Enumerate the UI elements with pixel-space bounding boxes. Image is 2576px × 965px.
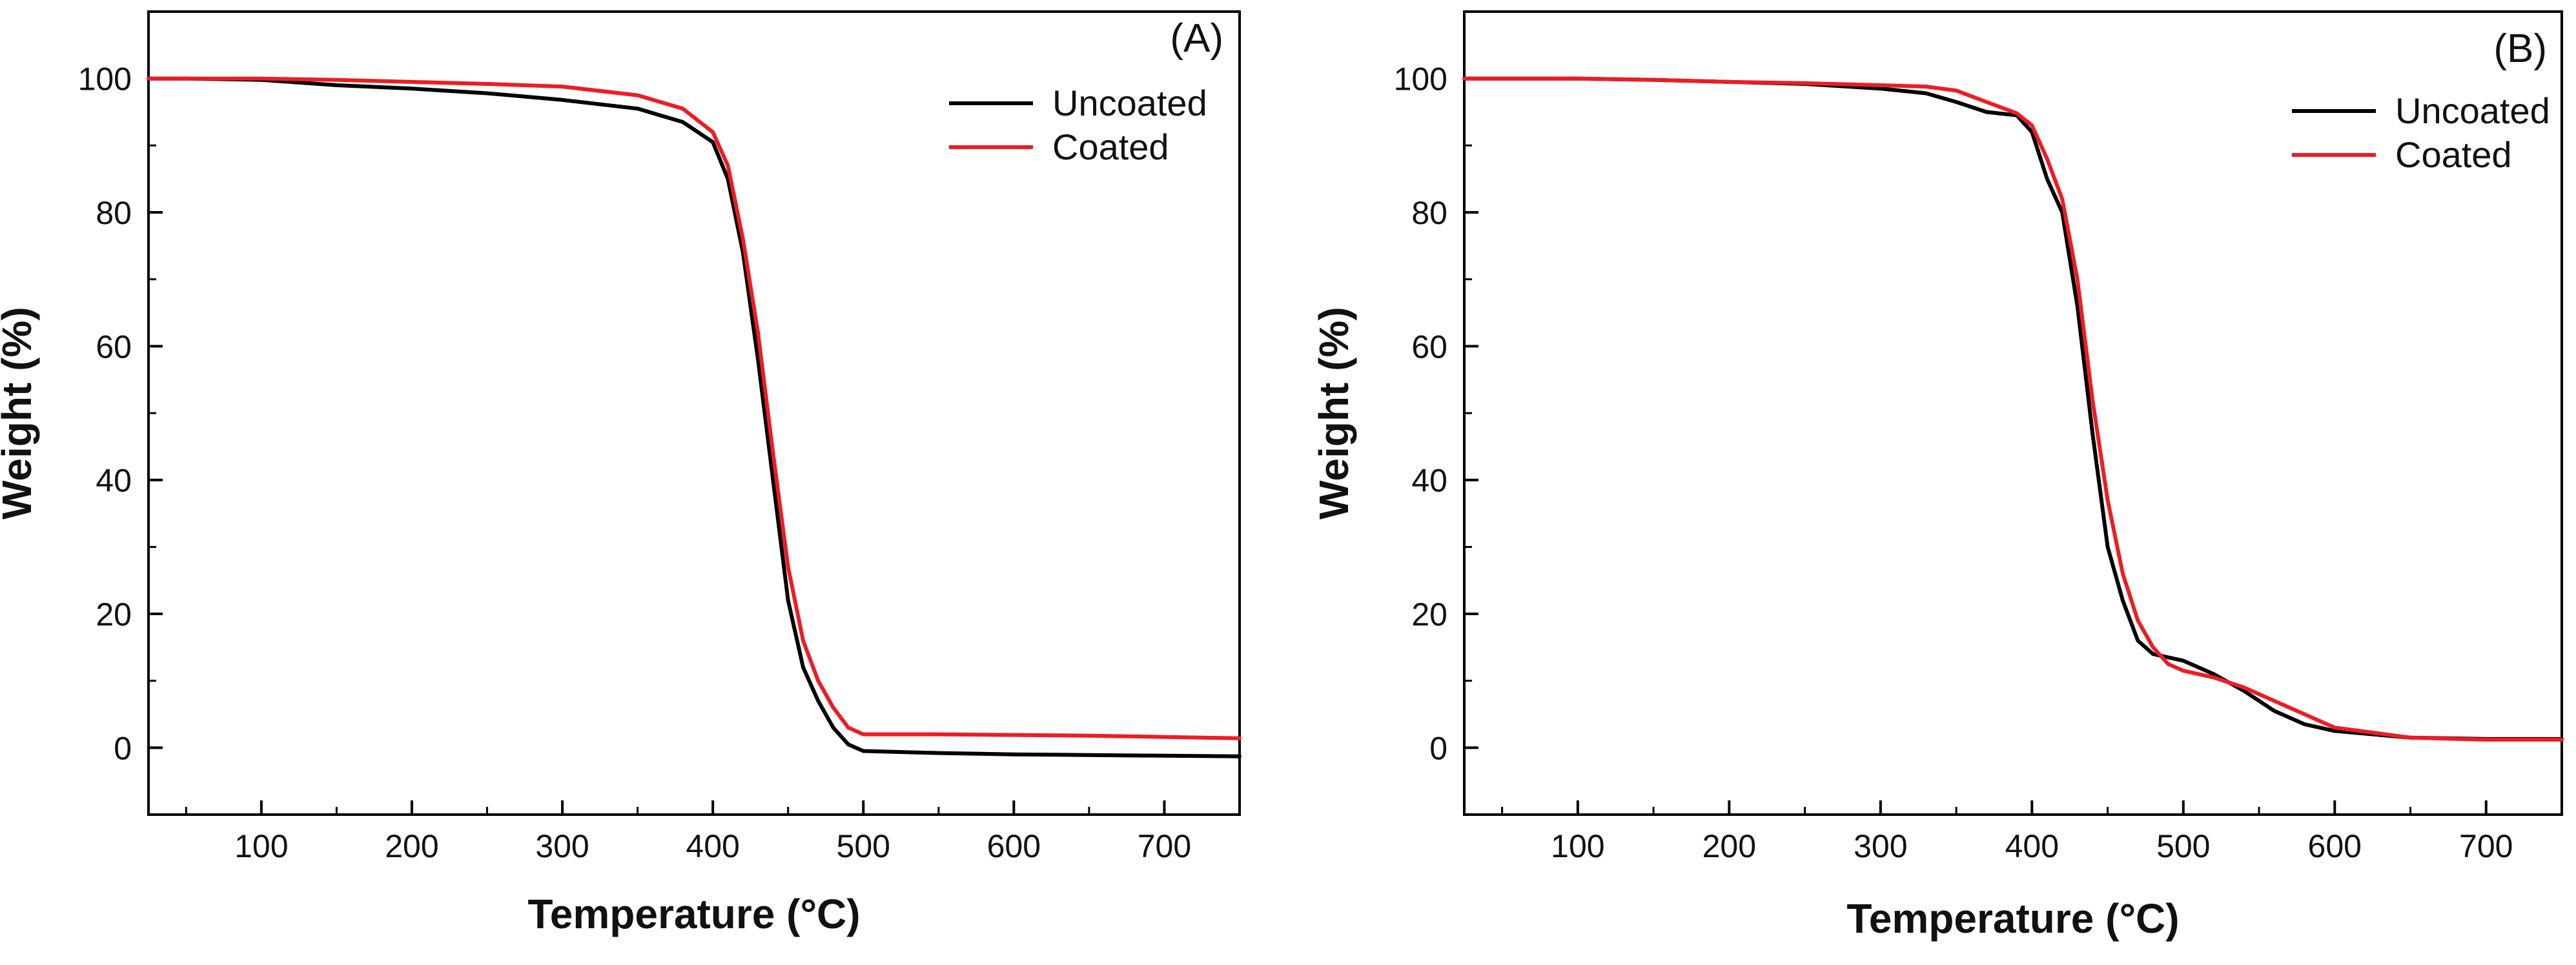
y-tick-label: 20 bbox=[1411, 596, 1447, 633]
x-tick-label: 300 bbox=[535, 828, 589, 864]
panel-label: (B) bbox=[2493, 26, 2547, 71]
y-tick-label: 60 bbox=[1411, 329, 1447, 365]
y-tick-label: 80 bbox=[1411, 195, 1447, 231]
x-axis-title: Temperature (°C) bbox=[1846, 895, 2179, 942]
x-tick-label: 400 bbox=[686, 828, 739, 864]
legend-label: Coated bbox=[2395, 134, 2512, 175]
series-line-uncoated bbox=[147, 76, 1242, 758]
x-tick-label: 400 bbox=[2005, 828, 2059, 864]
x-tick-label: 200 bbox=[1702, 828, 1756, 864]
panel-label: (A) bbox=[1170, 16, 1223, 61]
y-tick-label: 80 bbox=[96, 195, 132, 231]
x-tick-label: 100 bbox=[234, 828, 288, 864]
chart-panel-a: 100 200 300 400 500 600 700 0 20 40 60 80 100 Tempera… bbox=[0, 10, 1242, 937]
y-tick-label: 20 bbox=[96, 596, 132, 633]
legend-label: Uncoated bbox=[1052, 83, 1207, 123]
x-tick-label: 300 bbox=[1854, 828, 1907, 864]
y-axis-title: Weight (%) bbox=[1311, 307, 1357, 519]
x-tick-label: 100 bbox=[1551, 828, 1604, 864]
legend-label: Uncoated bbox=[2395, 90, 2550, 131]
x-tick-label: 600 bbox=[2308, 828, 2362, 864]
y-tick-label: 40 bbox=[1411, 463, 1447, 499]
y-tick-label: 100 bbox=[78, 61, 132, 97]
y-tick-label: 60 bbox=[96, 329, 132, 365]
x-tick-label: 700 bbox=[2459, 828, 2513, 864]
y-tick-label: 100 bbox=[1394, 61, 1447, 97]
y-tick-label: 40 bbox=[96, 463, 132, 499]
x-tick-label: 700 bbox=[1138, 828, 1191, 864]
legend-label: Coated bbox=[1052, 127, 1169, 167]
x-tick-label: 500 bbox=[837, 828, 890, 864]
x-tick-label: 500 bbox=[2156, 828, 2210, 864]
y-axis-title: Weight (%) bbox=[0, 307, 40, 519]
series-line-coated bbox=[147, 76, 1242, 740]
x-tick-label: 600 bbox=[987, 828, 1041, 864]
series-line-coated bbox=[1462, 76, 2564, 742]
y-tick-label: 0 bbox=[1429, 730, 1447, 766]
x-axis-title: Temperature (°C) bbox=[527, 891, 860, 937]
y-tick-label: 0 bbox=[114, 730, 132, 766]
chart-panel-b: 100 200 300 400 500 600 700 0 20 40 60 80 100 Tempera… bbox=[1311, 10, 2564, 942]
x-tick-label: 200 bbox=[385, 828, 438, 864]
